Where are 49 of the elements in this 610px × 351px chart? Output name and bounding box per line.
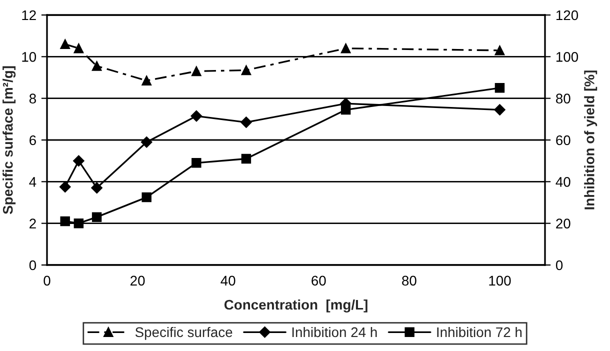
point	[340, 43, 351, 54]
y2-tick-label: 60	[556, 135, 570, 146]
y2-tick-label: 80	[556, 94, 570, 104]
point	[494, 104, 506, 116]
y-tick-label: 12	[22, 10, 36, 20]
x-tick-label: 20	[130, 276, 145, 286]
point	[192, 66, 202, 76]
point	[60, 216, 70, 226]
point	[92, 61, 102, 71]
x-tick-label: 100	[489, 276, 511, 286]
x-tick-label: 40	[220, 276, 236, 286]
point	[340, 104, 351, 115]
point	[60, 39, 70, 50]
x-tick-label: 60	[312, 276, 326, 286]
y2-tick-label: 120	[556, 10, 578, 20]
point	[190, 110, 202, 122]
x-axis-title: Concentration [mg/L]	[224, 299, 368, 312]
x-tick-label: 80	[402, 276, 416, 286]
y-tick-label: 10	[22, 52, 36, 62]
point	[192, 158, 202, 168]
point	[241, 154, 252, 164]
point	[142, 192, 152, 202]
point	[240, 116, 252, 128]
point	[74, 43, 84, 54]
y2-tick-label: 0	[556, 260, 563, 270]
point	[91, 182, 102, 194]
y2-axis-title: Inhibition of yield [%]	[584, 70, 598, 210]
point	[494, 83, 505, 93]
point	[74, 218, 84, 228]
point	[60, 181, 71, 192]
y-tick-label: 6	[30, 135, 36, 146]
legend-label: Inhibition 24 h	[292, 326, 377, 338]
point	[142, 76, 152, 86]
point	[73, 155, 84, 166]
y-tick-label: 8	[29, 94, 36, 104]
y2-tick-label: 20	[556, 218, 570, 229]
x-tick-label: 0	[44, 276, 50, 286]
y-tick-label: 2	[30, 218, 36, 228]
legend-label: Inhibition 72 h	[437, 326, 522, 338]
point	[241, 65, 252, 76]
point	[140, 136, 152, 148]
y-axis-title: Specific surface [m²/g]	[2, 66, 16, 214]
point	[92, 212, 102, 222]
y-tick-label: 0	[29, 260, 36, 270]
point	[494, 46, 505, 56]
y2-tick-label: 100	[556, 52, 578, 62]
y2-tick-label: 40	[556, 177, 570, 187]
legend-label: Specific surface	[135, 326, 232, 340]
y-tick-label: 4	[29, 177, 36, 187]
